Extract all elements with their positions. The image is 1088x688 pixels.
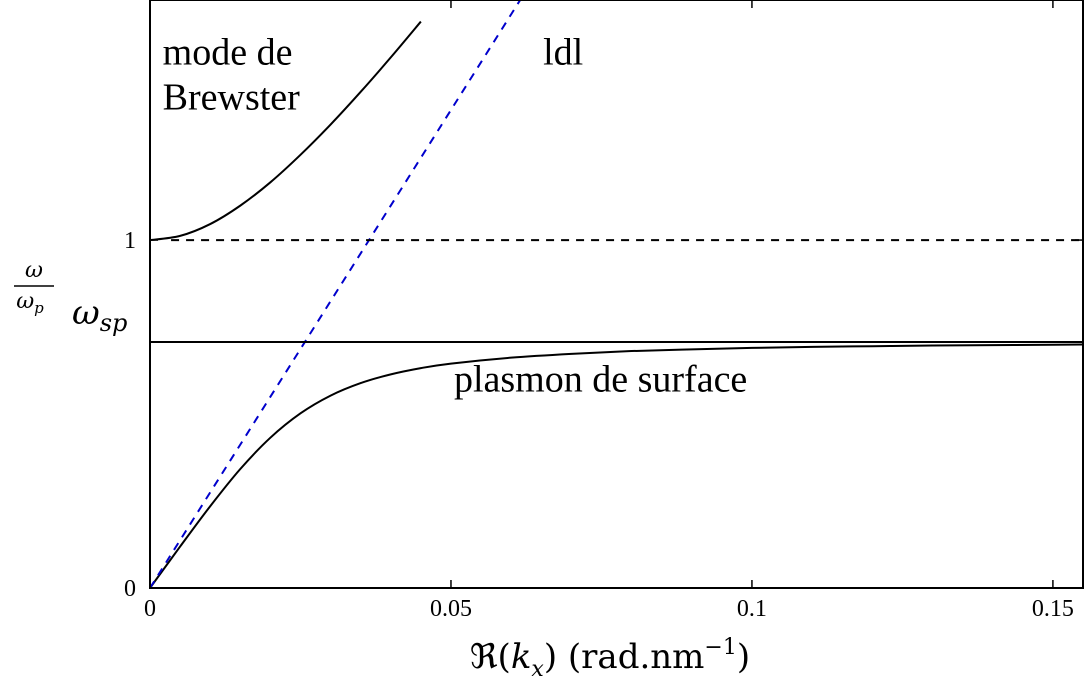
y-axis-label-numerator: ω xyxy=(25,258,43,283)
annotation-plasmon: plasmon de surface xyxy=(454,358,747,400)
x-axis-label-sup: −1 xyxy=(704,635,736,660)
x-axis-label-close: ) xyxy=(737,637,750,677)
series-surface-plasmon xyxy=(150,343,1083,588)
annotation-ldl: ldl xyxy=(543,31,583,73)
y-tick-label-omega-sp: ωsp xyxy=(72,293,127,337)
x-tick-label: 0.15 xyxy=(1032,596,1074,622)
x-tick-label: 0.05 xyxy=(430,596,472,622)
x-axis-label-prefix: ℜ( xyxy=(470,637,511,677)
x-axis-label: ℜ(kx) (rad.nm−1) xyxy=(470,635,750,682)
x-axis-label-suffix: ) (rad.nm xyxy=(544,637,705,677)
series-brewster-mode xyxy=(150,20,422,242)
x-axis-label-var: k xyxy=(511,637,532,677)
y-axis-label: ω ωp xyxy=(14,258,54,317)
plot-frame xyxy=(149,0,1084,589)
annotation-brewster_line2: Brewster xyxy=(163,77,301,119)
y-tick-label: 0 xyxy=(124,576,136,602)
series-light-line xyxy=(150,0,522,588)
x-tick-label: 0.1 xyxy=(737,596,767,622)
y-tick-label: 1 xyxy=(124,228,136,254)
y-axis-label-denominator: ωp xyxy=(16,289,44,317)
x-tick-label: 0 xyxy=(144,596,156,622)
x-axis-label-sub: x xyxy=(531,657,544,682)
annotation-brewster_line1: mode de xyxy=(163,31,293,73)
